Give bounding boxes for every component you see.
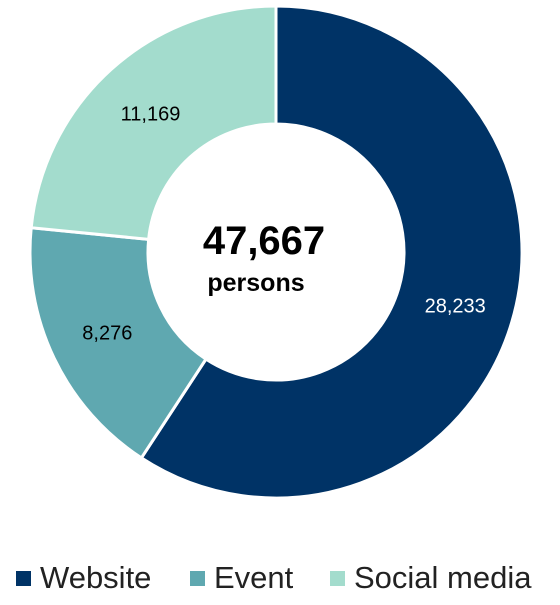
center-total-unit: persons (207, 269, 304, 297)
center-total-value: 47,667 (203, 219, 325, 263)
slice-label-social-media: 11,169 (121, 103, 181, 125)
donut-slices (28, 4, 524, 500)
legend-swatch-social-media (330, 571, 345, 586)
legend-label-event: Event (214, 560, 294, 595)
legend-swatch-event (190, 571, 205, 586)
legend-label-social-media: Social media (354, 560, 532, 595)
slice-social-media (29, 4, 278, 242)
slice-event (28, 226, 209, 460)
slice-label-event: 8,276 (82, 323, 132, 345)
slice-labels: 28,233 8,276 11,169 (82, 103, 486, 344)
legend-swatch-website (16, 571, 31, 586)
legend-label-website: Website (40, 560, 151, 595)
slice-website (139, 4, 524, 500)
legend: Website Event Social media (16, 560, 532, 595)
slice-label-website: 28,233 (425, 295, 486, 317)
